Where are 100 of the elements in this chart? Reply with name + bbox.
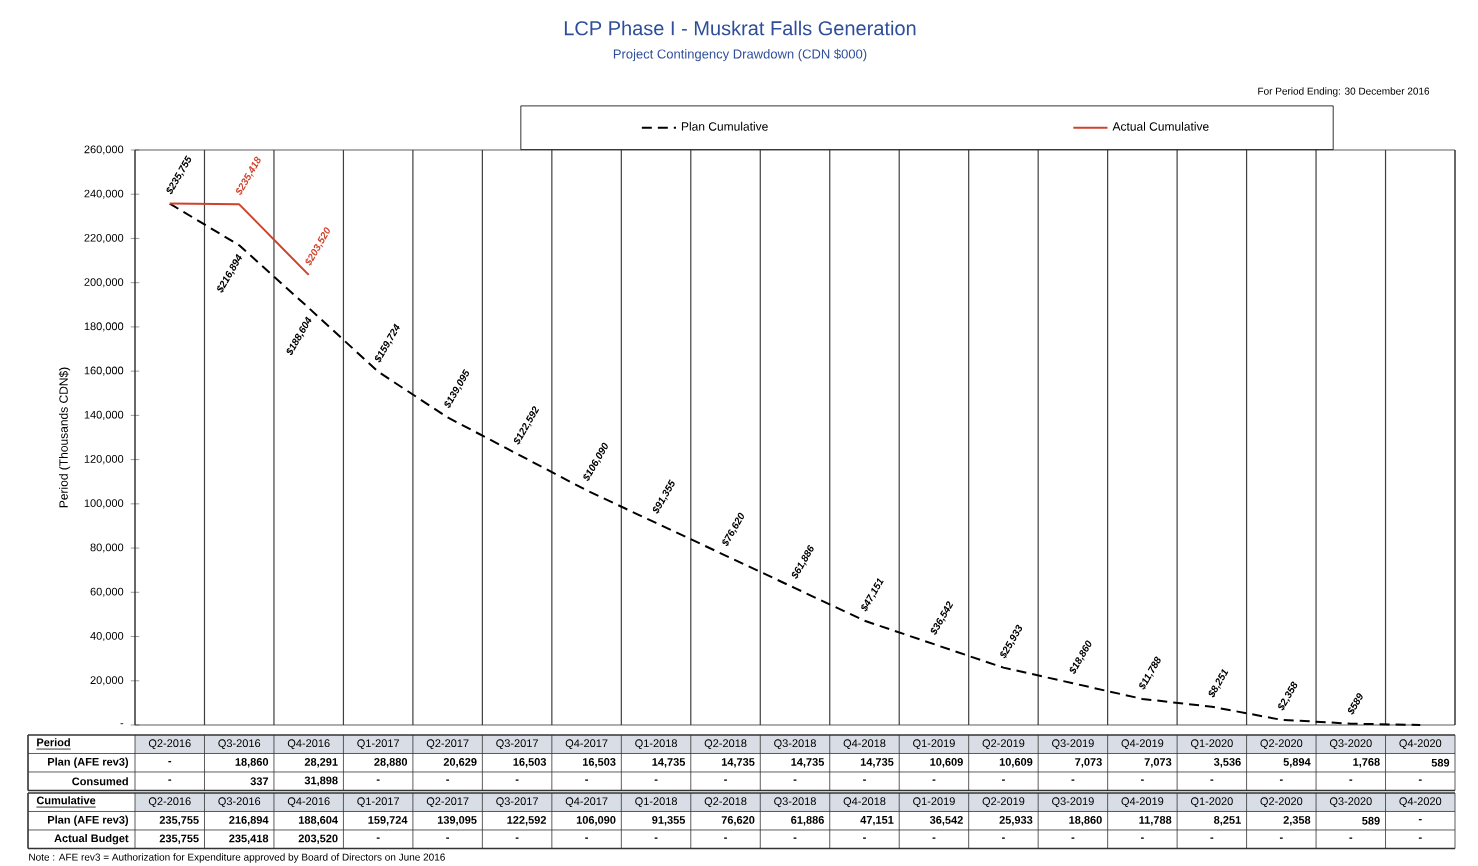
data-label: -	[793, 779, 797, 781]
category-label: Q3-2017	[496, 739, 538, 750]
data-label: -	[1140, 779, 1144, 781]
data-label: -	[1279, 837, 1283, 839]
data-label: 8,251	[1214, 816, 1241, 826]
data-label: 2,358	[1283, 816, 1311, 826]
category-label: Q4-2018	[843, 739, 886, 750]
category-label: Q2-2019	[982, 739, 1025, 750]
data-label: -	[515, 837, 519, 839]
data-label: 3,536	[1213, 758, 1241, 768]
data-label: -	[1418, 818, 1422, 821]
category-label: Q4-2018	[843, 797, 886, 808]
data-label: -	[1418, 837, 1422, 839]
y-tick-label: 40,000	[90, 631, 124, 642]
y-tick-label: 100,000	[84, 499, 124, 509]
data-label: 47,151	[860, 816, 894, 826]
category-label: Q4-2016	[287, 739, 330, 750]
category-label: Q2-2016	[148, 797, 191, 808]
data-label: 139,095	[437, 816, 477, 826]
data-label: -	[793, 837, 797, 839]
text: For Period Ending: 30 December 2016	[1258, 87, 1430, 97]
legend-label: Plan (AFE rev3)	[48, 757, 129, 768]
category-label: Q1-2019	[913, 739, 955, 750]
data-label: 235,755	[159, 816, 199, 826]
category-label: Q2-2017	[426, 739, 469, 750]
category-label: Q3-2018	[774, 739, 816, 750]
category-label: Q4-2016	[287, 797, 330, 808]
category-label: Q2-2016	[148, 739, 191, 750]
data-label: 20,629	[443, 758, 477, 768]
category-label: Q3-2020	[1329, 797, 1372, 808]
y-tick-label: 240,000	[84, 189, 124, 199]
data-label: -	[724, 779, 727, 781]
data-label: -	[1279, 779, 1283, 781]
data-label: 10,609	[999, 758, 1033, 768]
category-label: Q2-2018	[704, 797, 747, 808]
data-label: -	[1418, 779, 1422, 781]
y-tick-label: -	[120, 723, 124, 725]
data-label: -	[168, 760, 172, 763]
category-label: Q1-2020	[1190, 797, 1233, 808]
y-tick-label: 260,000	[84, 145, 124, 155]
data-label: -	[1349, 837, 1353, 839]
category-label: Q2-2018	[704, 739, 747, 750]
data-label: 14,735	[721, 758, 755, 768]
data-label: -	[1140, 837, 1144, 839]
category-label: Q4-2017	[565, 739, 608, 750]
data-label: -	[1071, 779, 1075, 781]
data-label: 25,933	[999, 816, 1033, 826]
line-series	[168, 202, 1422, 726]
data-label: 14,735	[860, 758, 894, 768]
data-label: -	[724, 837, 727, 839]
category-label: Q3-2016	[218, 739, 261, 750]
data-label: 91,355	[652, 816, 686, 826]
data-label: 235,418	[229, 834, 269, 844]
data-label: -	[1002, 779, 1005, 781]
category-label: Q1-2020	[1190, 739, 1233, 750]
category-label: Q3-2018	[774, 797, 816, 808]
data-label: 31,898	[304, 776, 338, 786]
category-label: Q1-2017	[357, 739, 400, 750]
data-label: -	[1210, 779, 1214, 781]
data-label: -	[932, 837, 936, 839]
data-label: 589	[1431, 758, 1450, 767]
data-label: 7,073	[1075, 758, 1102, 768]
y-tick-label: 140,000	[84, 410, 124, 420]
chart-title: LCP Phase I - Muskrat Falls Generation	[564, 20, 916, 36]
category-label: Q1-2018	[635, 797, 677, 808]
category-label: Q3-2019	[1052, 797, 1094, 808]
category-label: Q2-2020	[1260, 739, 1303, 750]
text: Consumed	[72, 777, 128, 786]
data-label: 36,542	[929, 816, 963, 826]
data-label: -	[446, 837, 450, 839]
category-label: Q4-2019	[1121, 739, 1164, 750]
y-tick-label: 120,000	[84, 455, 124, 465]
data-label: -	[1002, 837, 1005, 839]
data-label: 76,620	[721, 816, 755, 826]
category-label: Q4-2017	[565, 797, 608, 808]
data-label: 28,880	[374, 758, 408, 768]
y-tick-label: 220,000	[84, 233, 124, 243]
category-label: Q3-2016	[218, 797, 261, 808]
category-label: Q2-2017	[426, 797, 469, 808]
data-label: -	[376, 837, 380, 839]
data-label: -	[1210, 837, 1214, 839]
data-label: 10,609	[930, 758, 963, 768]
data-label: 61,886	[791, 816, 824, 826]
data-label: 203,520	[298, 834, 338, 844]
data-label: -	[446, 779, 450, 781]
data-label: 11,788	[1139, 816, 1172, 826]
category-label: Q3-2017	[496, 797, 538, 808]
data-label: -	[654, 779, 658, 781]
data-label: 5,894	[1283, 758, 1311, 768]
category-label: Q1-2019	[913, 797, 955, 808]
chart-subtitle: Project Contingency Drawdown (CDN $000)	[613, 48, 867, 62]
category-label: Q2-2020	[1260, 797, 1303, 808]
y-tick-label: 180,000	[84, 322, 124, 332]
text: Period	[37, 738, 70, 747]
data-label: 14,735	[652, 758, 686, 768]
data-label: 188,604	[298, 816, 338, 826]
data-label: 159,724	[368, 816, 408, 826]
category-label: Q3-2019	[1052, 739, 1094, 750]
data-label: 106,090	[576, 816, 616, 826]
data-label: -	[932, 779, 936, 781]
